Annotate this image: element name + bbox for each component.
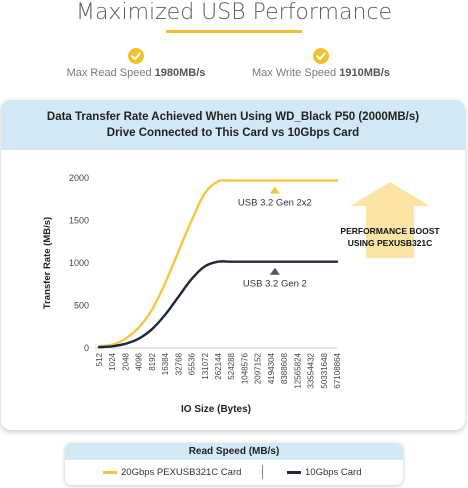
x-tick-label: 4096	[135, 352, 144, 370]
x-tick-label: 67108864	[333, 352, 342, 388]
legend-row: 20Gbps PEXUSB321C Card 10Gbps Card	[65, 460, 403, 485]
legend-label-20gbps: 20Gbps PEXUSB321C Card	[121, 467, 242, 478]
series-label-10gbps: USB 3.2 Gen 2	[243, 279, 307, 290]
read-speed-value: 1980MB/s	[154, 67, 206, 79]
check-icon	[313, 48, 329, 64]
x-tick-label: 2048	[121, 352, 130, 370]
check-icon	[128, 48, 144, 64]
x-tick-label: 8388608	[280, 352, 289, 384]
y-tick-label: 1500	[69, 216, 89, 226]
legend-divider	[262, 465, 263, 479]
y-axis-title: Transfer Rate (MB/s)	[42, 217, 53, 309]
x-tick-label: 2097152	[254, 352, 263, 384]
x-tick-label: 1048576	[240, 352, 249, 384]
legend-swatch-10gbps	[287, 470, 301, 474]
legend-title: Read Speed (MB/s)	[65, 443, 403, 460]
read-speed-label: Max Read Speed	[66, 67, 152, 79]
x-tick-label: 131072	[201, 352, 210, 379]
read-speed-stat: Max Read Speed 1980MB/s	[36, 48, 236, 79]
x-tick-label: 33554432	[307, 352, 316, 388]
chart-card-header	[1, 100, 465, 150]
series-line-20gbps	[97, 179, 339, 348]
y-tick-label: 0	[84, 343, 89, 353]
series-marker-20gbps	[269, 186, 280, 194]
y-tick-label: 2000	[69, 173, 89, 183]
x-tick-label: 4194304	[267, 352, 276, 384]
x-axis-title: IO Size (Bytes)	[181, 404, 251, 415]
x-tick-label: 16384	[161, 352, 170, 375]
chart-title: Data Transfer Rate Achieved When Using W…	[1, 109, 465, 141]
boost-line-2: USING PEXUSB321C	[348, 238, 433, 248]
x-tick-label: 262144	[214, 352, 223, 379]
transfer-rate-chart: PERFORMANCE BOOST USING PEXUSB321C 0 500 1…	[42, 173, 440, 415]
boost-line-1: PERFORMANCE BOOST	[340, 226, 440, 236]
x-tick-label: 8192	[148, 352, 157, 370]
x-tick-label: 50331648	[320, 352, 329, 388]
write-speed-value: 1910MB/s	[339, 67, 390, 79]
legend-swatch-20gbps	[103, 470, 117, 474]
y-tick-label: 1000	[69, 258, 89, 268]
page-title: Maximized USB Performance	[75, 0, 393, 25]
boost-arrow-icon	[350, 182, 430, 258]
x-tick-label: 512	[95, 352, 104, 366]
chart-title-line-1: Data Transfer Rate Achieved When Using W…	[46, 111, 420, 123]
legend-item-10gbps: 10Gbps Card	[287, 467, 362, 478]
series-line-10gbps	[97, 260, 339, 349]
performance-boost-callout: PERFORMANCE BOOST USING PEXUSB321C	[340, 182, 440, 258]
series-label-20gbps: USB 3.2 Gen 2x2	[238, 198, 312, 209]
write-speed-label: Max Write Speed	[252, 67, 337, 79]
y-tick-label: 500	[74, 301, 89, 311]
series-marker-10gbps	[269, 267, 280, 275]
x-tick-label: 65536	[188, 352, 197, 375]
legend-item-20gbps: 20Gbps PEXUSB321C Card	[103, 467, 241, 478]
title-underline	[166, 30, 302, 33]
x-tick-label: 524288	[227, 352, 236, 379]
x-tick-label: 12565824	[293, 352, 302, 388]
chart-title-line-2: Drive Connected to This Card vs 10Gbps C…	[106, 127, 360, 139]
chart-card: Data Transfer Rate Achieved When Using W…	[1, 100, 465, 430]
chart-legend: Read Speed (MB/s) 20Gbps PEXUSB321C Card…	[65, 443, 403, 485]
legend-label-10gbps: 10Gbps Card	[305, 467, 362, 478]
x-tick-label: 1024	[108, 352, 117, 370]
x-tick-label: 32768	[174, 352, 183, 375]
write-speed-stat: Max Write Speed 1910MB/s	[221, 48, 421, 79]
